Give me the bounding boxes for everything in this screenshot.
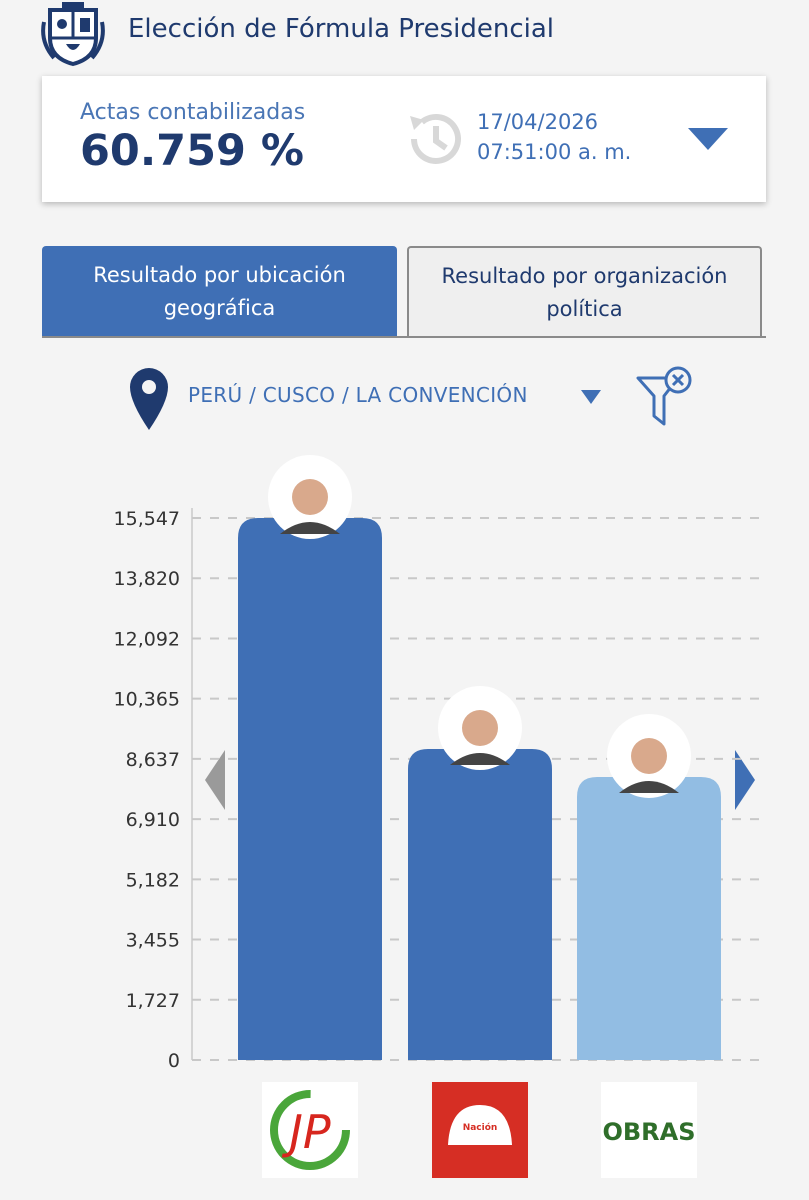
bar <box>238 518 382 1060</box>
location-dropdown[interactable] <box>580 389 602 405</box>
candidate-photo <box>607 713 691 798</box>
logo-text: JP <box>281 1105 331 1159</box>
tab-geographic[interactable]: Resultado por ubicación geográfica <box>42 246 397 338</box>
party-logo: JP <box>262 1082 358 1178</box>
y-tick-label: 0 <box>168 1050 180 1072</box>
summary-card: Actas contabilizadas 60.759 % 17/04/2026… <box>42 76 766 202</box>
logo-helmet <box>448 1105 512 1145</box>
y-tick-label: 6,910 <box>126 809 180 831</box>
bar <box>577 776 721 1060</box>
photo-face <box>462 709 498 746</box>
y-tick-label: 1,727 <box>126 990 180 1012</box>
y-tick-label: 15,547 <box>114 508 180 530</box>
actas-value: 60.759 % <box>80 126 304 176</box>
y-tick-label: 10,365 <box>114 689 180 711</box>
candidate-photo <box>268 455 352 539</box>
y-tick-label: 8,637 <box>126 749 180 771</box>
clock-icon <box>410 113 461 164</box>
bar <box>408 748 552 1060</box>
location-pin <box>130 368 168 430</box>
y-tick-label: 13,820 <box>114 568 180 590</box>
logo-ring <box>270 1090 350 1170</box>
party-logo: Nación <box>432 1082 528 1178</box>
logo-text: OBRAS <box>602 1118 695 1146</box>
update-date: 17/04/2026 <box>477 110 599 134</box>
y-tick-label: 3,455 <box>126 930 180 952</box>
candidate-photo <box>438 685 522 770</box>
party-logo: OBRAS <box>601 1082 697 1178</box>
clear-filter[interactable] <box>634 364 696 432</box>
expand-toggle[interactable] <box>686 126 730 152</box>
emblem <box>41 2 105 67</box>
tab-organization[interactable]: Resultado por organización política <box>407 246 762 338</box>
chart: 0 1,727 3,455 5,182 6,910 8,637 10,365 12,092 13… <box>114 455 766 1178</box>
actas-label: Actas contabilizadas <box>80 100 306 125</box>
next-arrow[interactable] <box>735 750 755 810</box>
tab-divider <box>42 336 766 338</box>
logo-text: Nación <box>463 1122 498 1133</box>
y-tick-label: 12,092 <box>114 628 180 650</box>
photo-body <box>619 780 679 793</box>
photo-body <box>280 522 340 534</box>
photo-body <box>450 752 510 765</box>
photo-face <box>292 479 328 515</box>
logo-bg <box>601 1082 697 1178</box>
page-title: Elección de Fórmula Presidencial <box>128 14 555 44</box>
y-tick-label: 5,182 <box>126 869 180 891</box>
update-time: 07:51:00 a. m. <box>477 140 632 164</box>
location-path[interactable]: PERÚ / CUSCO / LA CONVENCIÓN <box>188 383 528 407</box>
photo-face <box>631 737 667 774</box>
prev-arrow[interactable] <box>205 750 225 810</box>
